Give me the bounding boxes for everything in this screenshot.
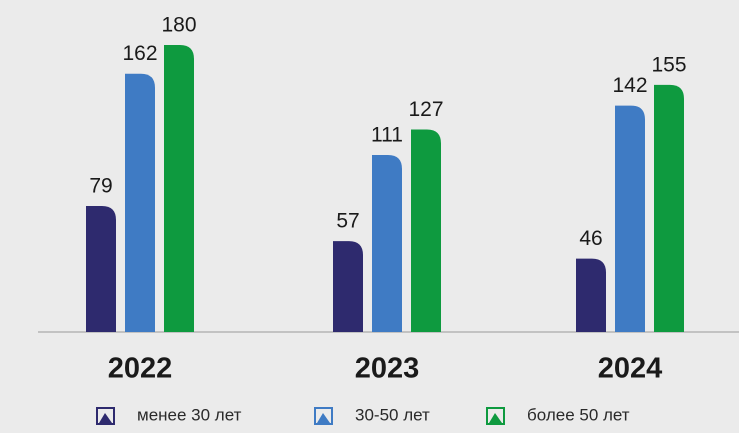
- data-label: 46: [579, 227, 602, 250]
- data-label: 155: [651, 53, 686, 76]
- legend-label: более 50 лет: [527, 405, 630, 424]
- legend-label: 30-50 лет: [355, 405, 430, 424]
- x-tick-label: 2024: [598, 353, 663, 385]
- x-tick-label: 2023: [355, 353, 420, 385]
- data-label: 180: [161, 14, 196, 37]
- bar: [86, 206, 116, 332]
- bar: [576, 258, 606, 332]
- legend-icon: [96, 407, 115, 425]
- bar: [372, 155, 402, 332]
- legend-item: 30-50 лет: [314, 405, 430, 425]
- legend-icon-shape: [489, 413, 502, 423]
- data-label: 142: [612, 74, 647, 97]
- bar: [164, 45, 194, 332]
- data-label: 111: [371, 124, 403, 147]
- bar: [411, 129, 441, 332]
- bar: [333, 241, 363, 332]
- legend-icon-shape: [317, 413, 330, 423]
- legend-label: менее 30 лет: [137, 405, 242, 424]
- x-tick-label: 2022: [108, 353, 173, 385]
- bar: [125, 73, 155, 332]
- legend-item: менее 30 лет: [96, 405, 242, 425]
- legend-item: более 50 лет: [486, 405, 630, 425]
- legend-icon: [314, 407, 333, 425]
- legend-icon: [486, 407, 505, 425]
- bar: [654, 84, 684, 332]
- data-label: 162: [122, 42, 157, 65]
- bar: [615, 105, 645, 332]
- data-label: 57: [336, 210, 359, 233]
- data-label: 79: [89, 175, 112, 198]
- data-label: 127: [408, 98, 443, 121]
- legend-icon-shape: [99, 413, 112, 423]
